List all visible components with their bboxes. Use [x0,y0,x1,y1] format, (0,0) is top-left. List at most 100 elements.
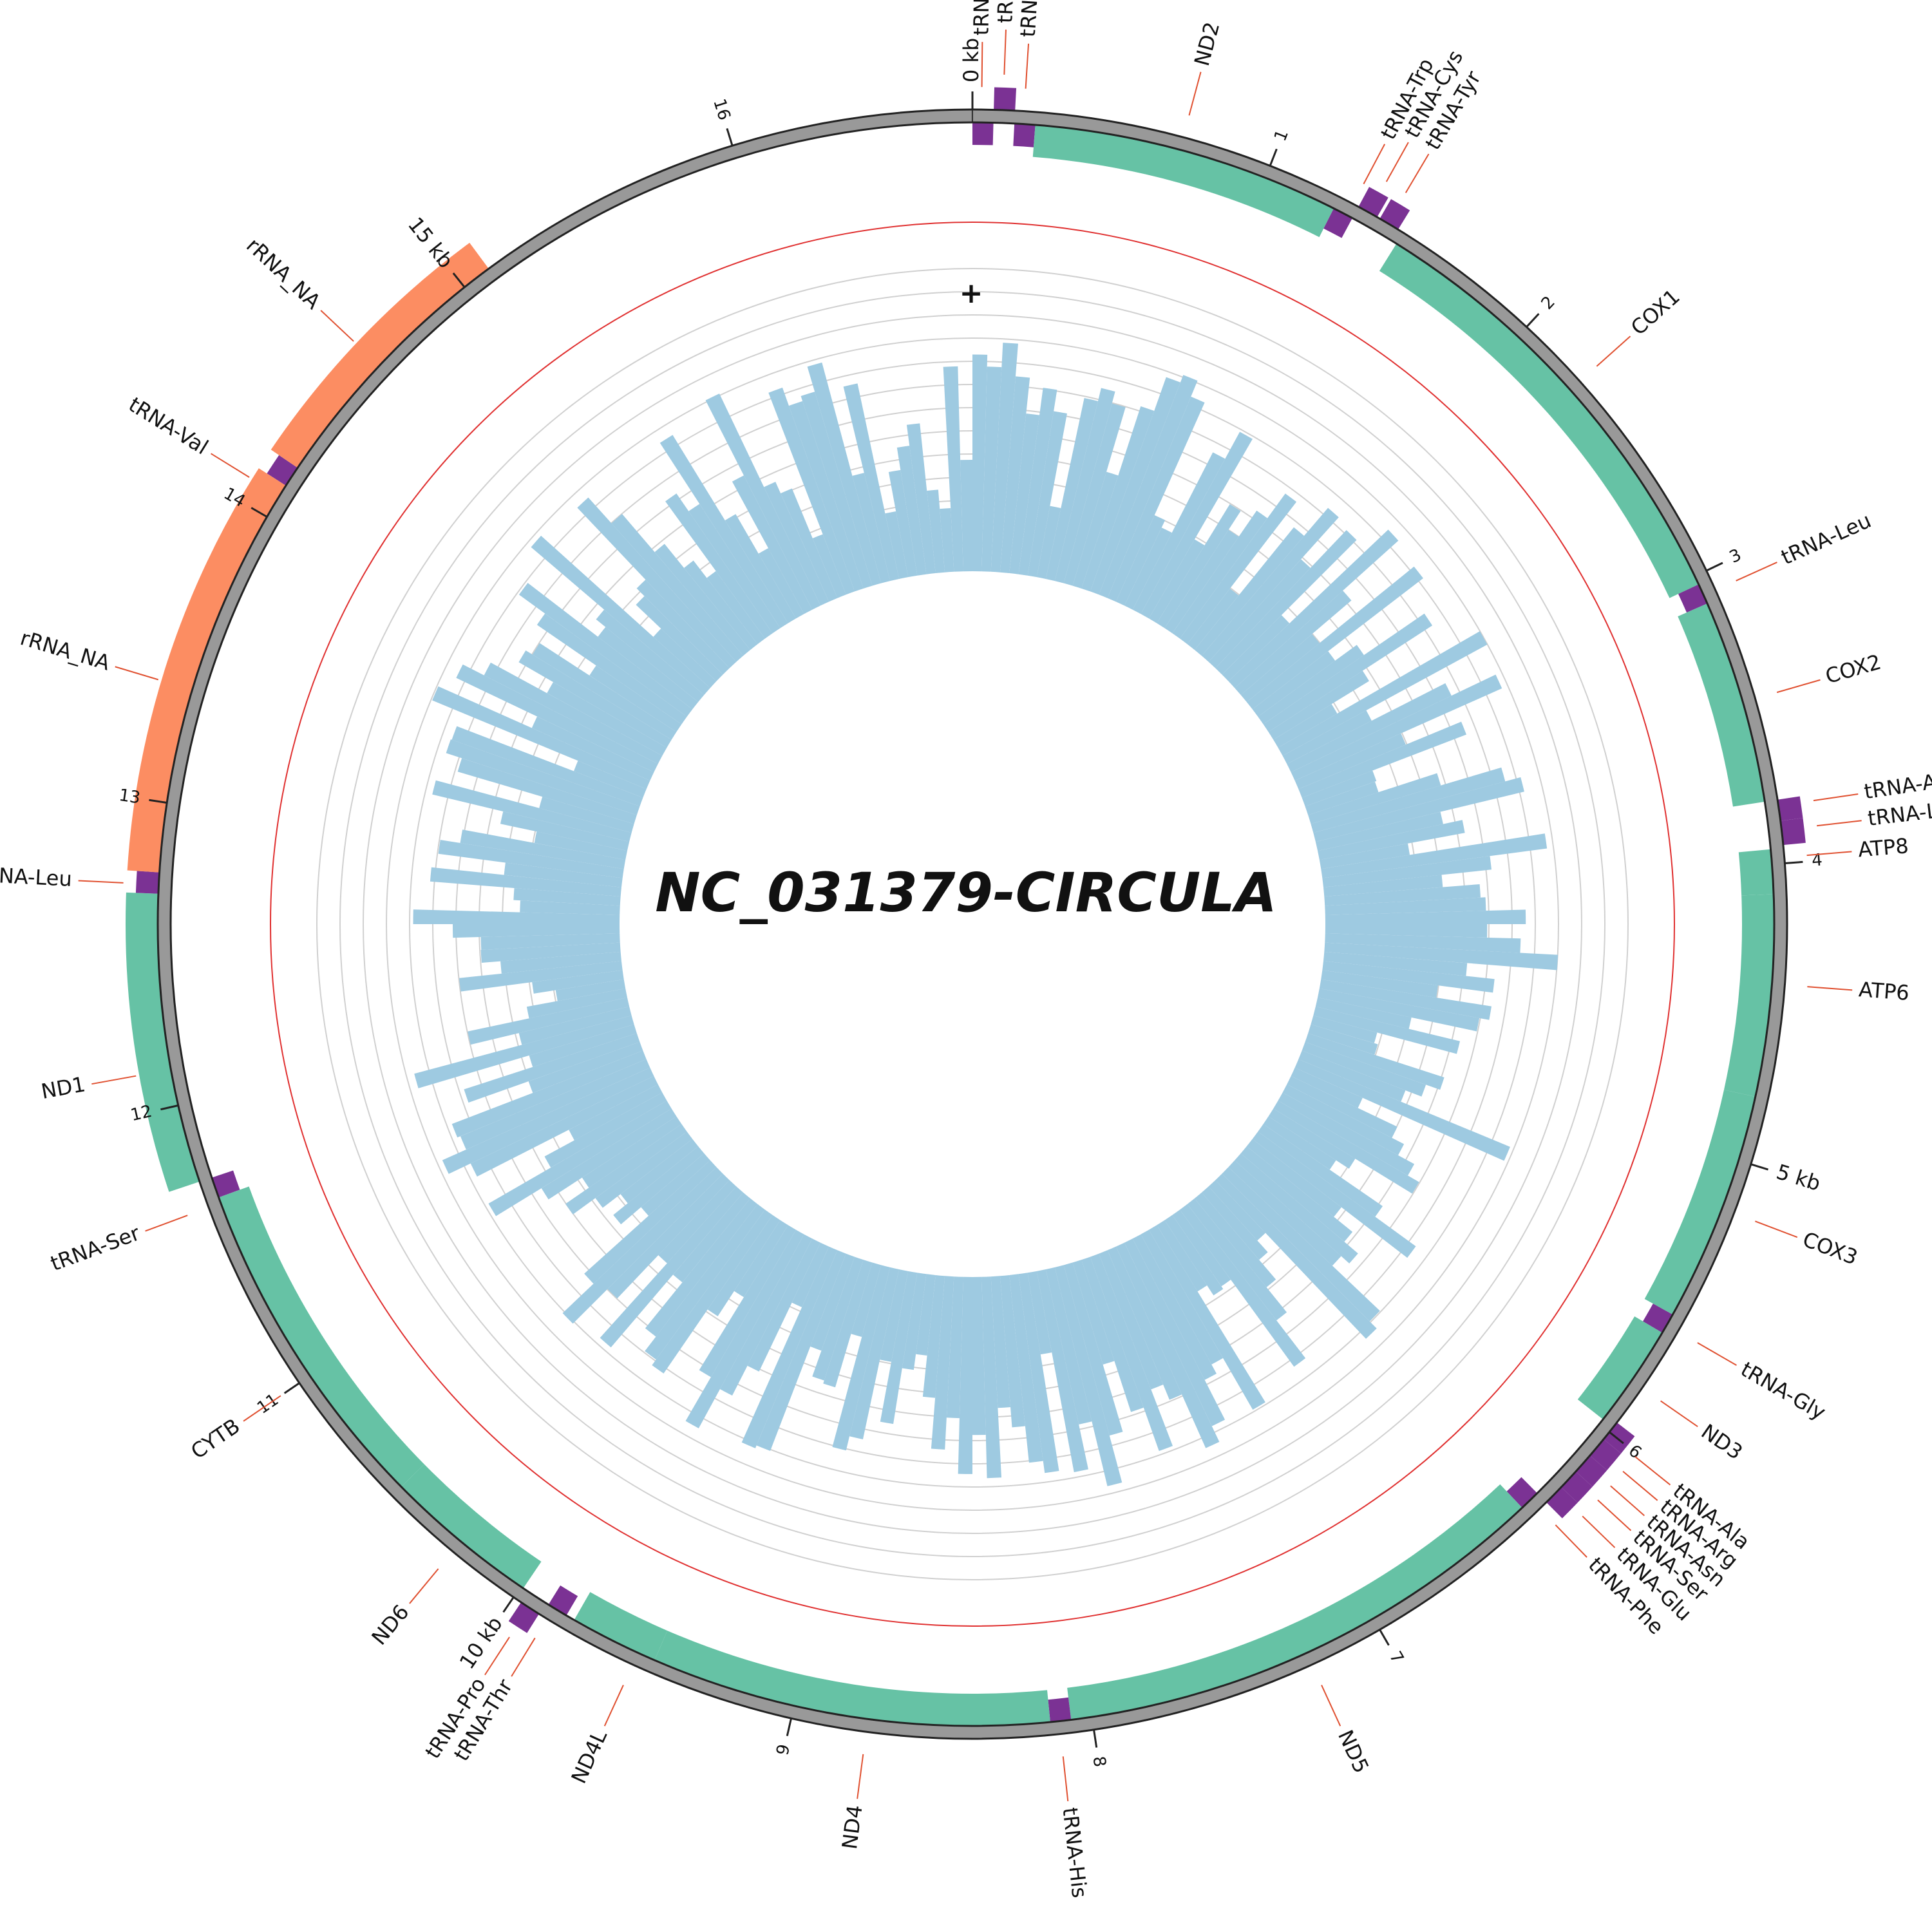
gc-bar [1258,1124,1383,1217]
gc-bar [1273,1101,1419,1194]
gc-bar [1157,504,1241,629]
feature-trna [135,871,160,894]
feature-label: tRNA-Gln [992,0,1020,24]
feature-trna [548,1585,578,1616]
gc-bar [1321,833,1548,878]
gc-bar [500,951,622,974]
gc-bar [902,1273,927,1370]
gc-bar [1115,1242,1220,1448]
gc-bar [531,535,710,696]
gc-bar [1072,471,1119,589]
label-leader [1634,1456,1671,1486]
gc-bar [611,514,744,662]
feature-cds [1723,894,1774,1097]
gc-bar [1308,773,1441,824]
gc-bar [1298,1050,1406,1102]
gc-bar [456,664,658,773]
feature-rrna [127,468,286,873]
label-leader [1597,1499,1632,1531]
gc-bar [1305,781,1379,815]
gc-bar [931,1276,954,1450]
gc-bar [832,1265,891,1451]
gc-bar [1141,1229,1224,1365]
gc-bar [1149,539,1205,623]
label-leader [981,42,983,88]
feature-trna [1678,584,1708,613]
gc-bar [641,1153,710,1216]
feature-cds [401,1464,542,1589]
gc-bar [705,393,821,610]
gc-bar [800,392,873,589]
gc-bar [1099,1250,1164,1390]
gc-bar [843,383,900,582]
label-leader [1776,679,1821,694]
gc-bar [972,1276,986,1435]
genome-title: NC_031379-CIRCULA [655,861,1276,924]
gc-bar [1302,770,1377,807]
gc-bar [1054,388,1115,583]
gc-bar [1124,1238,1226,1426]
label-leader [320,310,354,342]
gc-bar [1172,1209,1231,1287]
tick-label: 9 [773,1743,794,1757]
tick-mark [1706,562,1723,572]
gc-bar [464,1033,640,1103]
gc-bar [1045,398,1098,582]
label-leader [78,880,124,884]
gc-bar [1063,403,1126,586]
feature-label: tRNA-Leu [0,862,73,891]
tick-label: 13 [118,786,142,808]
tick-mark [1526,313,1540,328]
gc-bar [442,1067,654,1174]
gc-bar [1287,1075,1397,1138]
feature-trna [1013,123,1036,147]
gc-bar [645,1204,765,1360]
gc-bar [1009,413,1040,574]
gc-bar [1273,704,1338,748]
gc-bar [1063,1262,1123,1436]
gc-bar [1321,970,1438,998]
gc-bar [555,979,626,1001]
gc-bar [885,511,909,579]
gc-bar [888,469,918,578]
gc-bar [1325,897,1486,915]
gc-bar [1298,721,1466,798]
label-leader [1610,1485,1645,1517]
gc-bar [446,739,640,815]
gc-bar [528,1041,643,1094]
feature-label: ATP8 [1857,833,1909,862]
label-leader [1817,820,1862,827]
tick-label: 8 [1088,1755,1109,1768]
gc-bar [1194,527,1305,656]
gc-bar [707,1215,781,1316]
gc-bar [1268,670,1369,740]
gc-grid-circle [316,268,1629,1580]
gc-bar [598,627,699,710]
gc-bar [788,401,864,592]
gc-bar [468,997,630,1045]
gc-bar [1324,884,1481,906]
gc-bar [636,596,723,681]
feature-trna [1780,818,1806,846]
gc-bar [534,831,627,860]
gc-bar [488,1101,672,1217]
tick-mark [251,507,268,518]
gc-bar [1318,988,1480,1032]
gc-bar [1194,1192,1276,1287]
gc-bar [852,473,891,583]
gc-bar [457,758,637,824]
gc-bar [460,1059,650,1150]
label-leader [603,1685,624,1727]
gc-bar [1323,951,1468,976]
gc-bar [960,459,972,572]
gc-bar [1322,856,1492,887]
gc-bar [653,629,717,688]
gc-bar [1313,1006,1461,1054]
gc-bar [706,571,765,645]
gc-bar [1323,875,1443,897]
label-leader [1582,1515,1616,1548]
label-leader [1660,1400,1698,1428]
gc-bar [518,650,672,748]
gc-bar [659,435,788,629]
gc-bar [504,862,623,887]
